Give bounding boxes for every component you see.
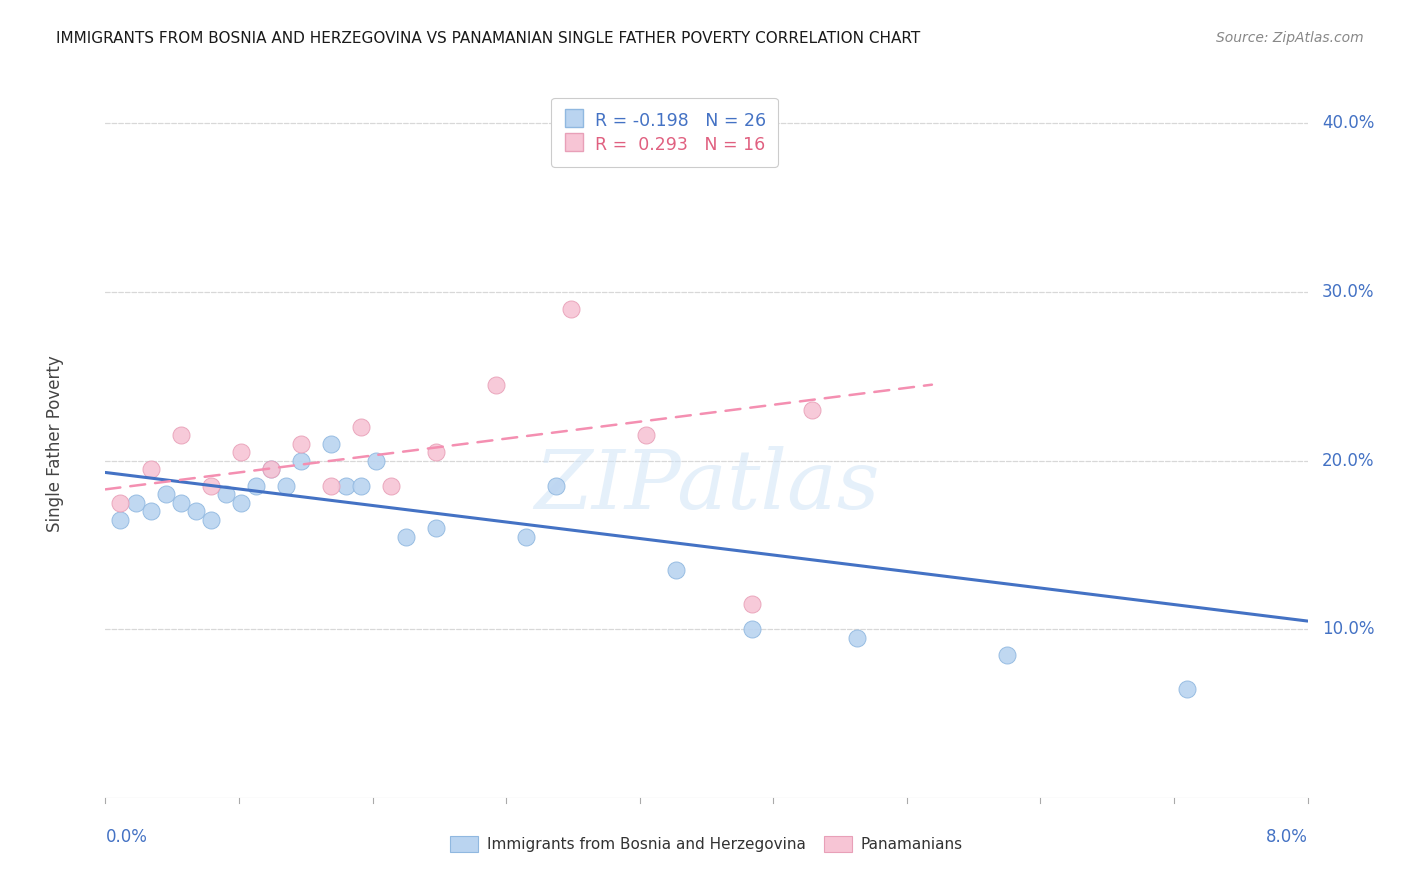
Point xyxy=(124,496,146,510)
Point xyxy=(110,496,132,510)
Point xyxy=(335,479,357,493)
Point xyxy=(741,623,763,637)
Text: Single Father Poverty: Single Father Poverty xyxy=(46,355,63,533)
Point xyxy=(290,453,312,467)
Text: 10.0%: 10.0% xyxy=(1322,621,1375,639)
Point xyxy=(110,513,132,527)
Point xyxy=(800,403,823,417)
Point xyxy=(169,496,191,510)
Text: 20.0%: 20.0% xyxy=(1322,451,1375,470)
Point xyxy=(350,479,373,493)
Point xyxy=(290,436,312,450)
Text: IMMIGRANTS FROM BOSNIA AND HERZEGOVINA VS PANAMANIAN SINGLE FATHER POVERTY CORRE: IMMIGRANTS FROM BOSNIA AND HERZEGOVINA V… xyxy=(56,31,921,46)
Point xyxy=(425,445,447,459)
Point xyxy=(636,428,658,442)
Point xyxy=(515,530,537,544)
Text: Source: ZipAtlas.com: Source: ZipAtlas.com xyxy=(1216,31,1364,45)
Point xyxy=(155,487,177,501)
Point xyxy=(546,479,568,493)
Point xyxy=(200,513,222,527)
Point xyxy=(184,504,207,518)
Point xyxy=(169,428,191,442)
Point xyxy=(350,420,373,434)
Point xyxy=(139,504,162,518)
Point xyxy=(485,377,508,392)
Legend: Immigrants from Bosnia and Herzegovina, Panamanians: Immigrants from Bosnia and Herzegovina, … xyxy=(444,830,969,858)
Point xyxy=(139,462,162,476)
Point xyxy=(229,496,252,510)
Point xyxy=(845,631,868,645)
Text: 40.0%: 40.0% xyxy=(1322,114,1375,132)
Point xyxy=(364,453,387,467)
Point xyxy=(665,563,688,577)
Point xyxy=(245,479,267,493)
Text: 30.0%: 30.0% xyxy=(1322,283,1375,301)
Point xyxy=(425,521,447,535)
Text: 0.0%: 0.0% xyxy=(105,828,148,847)
Point xyxy=(260,462,283,476)
Text: ZIPatlas: ZIPatlas xyxy=(534,446,879,526)
Point xyxy=(319,479,342,493)
Point xyxy=(319,436,342,450)
Point xyxy=(214,487,236,501)
Point xyxy=(274,479,297,493)
Point xyxy=(1175,681,1198,696)
Point xyxy=(560,301,582,316)
Point xyxy=(395,530,418,544)
Point xyxy=(741,597,763,611)
Point xyxy=(229,445,252,459)
Point xyxy=(200,479,222,493)
Text: 8.0%: 8.0% xyxy=(1265,828,1308,847)
Point xyxy=(380,479,402,493)
Point xyxy=(260,462,283,476)
Point xyxy=(995,648,1018,662)
